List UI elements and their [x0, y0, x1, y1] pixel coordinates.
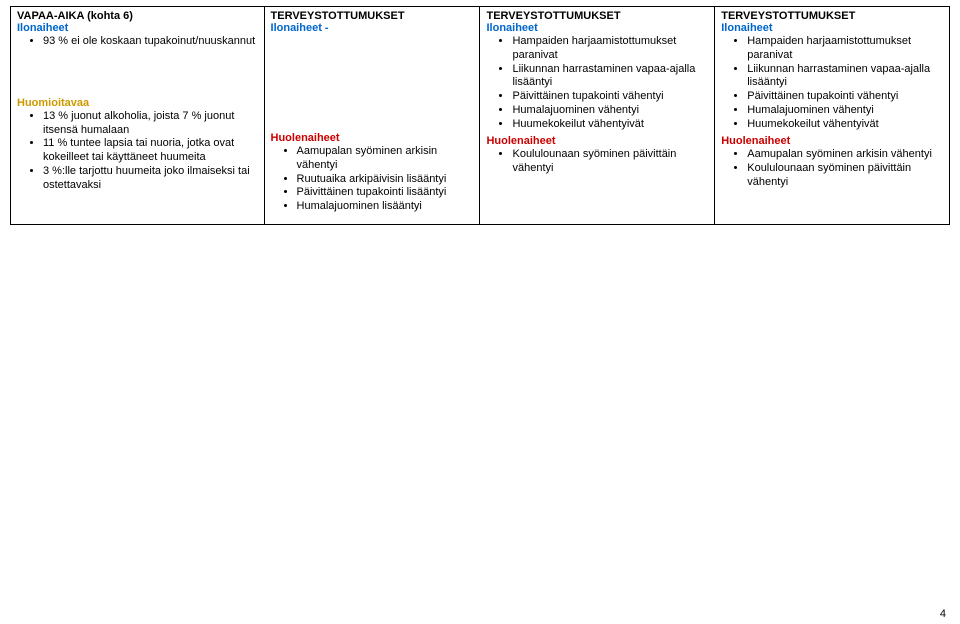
col2-ilon-label: Ilonaiheet -: [271, 22, 474, 34]
list-item: Hampaiden harjaamistottumukset paranivat: [747, 35, 943, 63]
content-table: VAPAA-AIKA (kohta 6) Ilonaiheet 93 % ei …: [10, 6, 950, 225]
col3-huolen-label: Huolenaiheet: [486, 135, 708, 147]
page: VAPAA-AIKA (kohta 6) Ilonaiheet 93 % ei …: [0, 0, 960, 624]
col4-huolen-list: Aamupalan syöminen arkisin vähentyi Koul…: [721, 148, 943, 189]
list-item: 13 % juonut alkoholia, joista 7 % juonut…: [43, 110, 258, 138]
col1-huomio-list: 13 % juonut alkoholia, joista 7 % juonut…: [17, 110, 258, 193]
cell-col2: TERVEYSTOTTUMUKSET Ilonaiheet - Huolenai…: [264, 7, 480, 225]
col1-ilon-list: 93 % ei ole koskaan tupakoinut/nuuskannu…: [17, 35, 258, 49]
list-item: Aamupalan syöminen arkisin vähentyi: [297, 145, 474, 173]
list-item: Aamupalan syöminen arkisin vähentyi: [747, 148, 943, 162]
list-item: Huumekokeilut vähentyivät: [512, 118, 708, 132]
list-item: 93 % ei ole koskaan tupakoinut/nuuskannu…: [43, 35, 258, 49]
list-item: Ruutuaika arkipäivisin lisääntyi: [297, 173, 474, 187]
spacer: [271, 34, 474, 132]
page-number: 4: [940, 608, 946, 620]
col3-header: TERVEYSTOTTUMUKSET: [486, 10, 708, 22]
list-item: Päivittäinen tupakointi lisääntyi: [297, 186, 474, 200]
list-item: Humalajuominen vähentyi: [747, 104, 943, 118]
cell-col4: TERVEYSTOTTUMUKSET Ilonaiheet Hampaiden …: [715, 7, 950, 225]
list-item: 3 %:lle tarjottu huumeita joko ilmaiseks…: [43, 165, 258, 193]
list-item: Humalajuominen vähentyi: [512, 104, 708, 118]
col4-ilon-label: Ilonaiheet: [721, 22, 943, 34]
col4-header: TERVEYSTOTTUMUKSET: [721, 10, 943, 22]
list-item: Humalajuominen lisääntyi: [297, 200, 474, 214]
col1-header: VAPAA-AIKA (kohta 6): [17, 10, 258, 22]
cell-col3: TERVEYSTOTTUMUKSET Ilonaiheet Hampaiden …: [480, 7, 715, 225]
col3-ilon-label: Ilonaiheet: [486, 22, 708, 34]
col3-huolen-list: Koululounaan syöminen päivittäin vähenty…: [486, 148, 708, 176]
list-item: Päivittäinen tupakointi vähentyi: [512, 90, 708, 104]
col3-ilon-list: Hampaiden harjaamistottumukset paranivat…: [486, 35, 708, 131]
col4-huolen-label: Huolenaiheet: [721, 135, 943, 147]
list-item: Päivittäinen tupakointi vähentyi: [747, 90, 943, 104]
list-item: Koululounaan syöminen päivittäin vähenty…: [747, 162, 943, 190]
list-item: Hampaiden harjaamistottumukset paranivat: [512, 35, 708, 63]
list-item: Liikunnan harrastaminen vapaa-ajalla lis…: [512, 63, 708, 91]
col1-ilon-label: Ilonaiheet: [17, 22, 258, 34]
list-item: Huumekokeilut vähentyivät: [747, 118, 943, 132]
col2-header: TERVEYSTOTTUMUKSET: [271, 10, 474, 22]
col2-huolen-label: Huolenaiheet: [271, 132, 474, 144]
list-item: Koululounaan syöminen päivittäin vähenty…: [512, 148, 708, 176]
cell-col1: VAPAA-AIKA (kohta 6) Ilonaiheet 93 % ei …: [11, 7, 265, 225]
col2-huolen-list: Aamupalan syöminen arkisin vähentyi Ruut…: [271, 145, 474, 214]
list-item: 11 % tuntee lapsia tai nuoria, jotka ova…: [43, 137, 258, 165]
col4-ilon-list: Hampaiden harjaamistottumukset paranivat…: [721, 35, 943, 131]
list-item: Liikunnan harrastaminen vapaa-ajalla lis…: [747, 63, 943, 91]
spacer: [17, 53, 258, 97]
col1-huomio-label: Huomioitavaa: [17, 97, 258, 109]
